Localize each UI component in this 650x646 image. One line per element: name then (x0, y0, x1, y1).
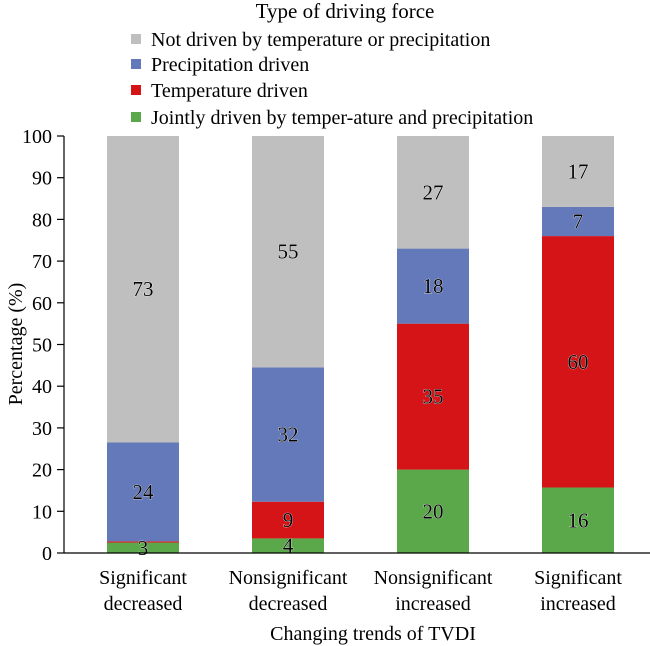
x-category-label: Nonsignificant (229, 567, 348, 589)
data-label: 17 (568, 159, 589, 183)
legend: Not driven by temperature or precipitati… (131, 29, 533, 129)
x-category-label: decreased (104, 593, 183, 615)
bar-segment (107, 136, 179, 443)
bar-segment (542, 487, 614, 553)
bar-segment (252, 538, 324, 553)
legend-title: Type of driving force (256, 0, 435, 23)
bar-segment (397, 136, 469, 249)
y-tick-label: 50 (32, 335, 52, 357)
y-ticks: 0 10 20 30 40 50 60 70 80 90 100 (22, 126, 64, 565)
legend-item: Temperature driven (131, 80, 308, 102)
y-tick-label: 100 (22, 126, 52, 148)
data-label: 24 (133, 480, 155, 504)
bar-stack: 49 32 55 (252, 136, 324, 558)
legend-swatch (131, 34, 141, 44)
x-category-label: Significant (534, 567, 622, 589)
bar-segment (542, 136, 614, 207)
x-category-label: Significant (99, 567, 187, 589)
bar-segment (397, 469, 469, 553)
y-tick-label: 60 (32, 293, 52, 315)
y-tick-label: 70 (32, 251, 52, 273)
bar-segment (107, 541, 179, 543)
legend-item: Not driven by temperature or precipitati… (131, 29, 490, 51)
bar-segment (252, 367, 324, 502)
bar-stack: 16 60 7 17 (542, 136, 614, 553)
bars: 3 24 73 49 32 55 20 35 18 27 16 60 7 17 (107, 136, 614, 560)
bar-segment (252, 501, 324, 539)
legend-item: Precipitation driven (131, 54, 309, 76)
y-tick-label: 80 (32, 209, 52, 231)
data-label: 60 (568, 350, 589, 374)
bar-segment (542, 206, 614, 237)
data-label: 18 (423, 274, 444, 298)
legend-swatch (131, 85, 141, 95)
data-label: 32 (278, 423, 299, 447)
data-label: 20 (423, 499, 444, 523)
x-category-label: Nonsignificant (374, 567, 493, 589)
bar-segment (252, 136, 324, 368)
x-category-label: decreased (249, 593, 328, 615)
legend-swatch (131, 112, 141, 122)
x-category-label: increased (540, 593, 616, 615)
data-label: 73 (133, 277, 154, 301)
legend-swatch (131, 59, 141, 69)
bar-segment (397, 248, 469, 324)
bar-segment (397, 323, 469, 470)
data-label: 9 (283, 508, 294, 532)
data-label: 35 (423, 385, 444, 409)
bar-stack: 3 24 73 (107, 136, 179, 560)
legend-label: Not driven by temperature or precipitati… (151, 29, 490, 51)
legend-label: Jointly driven by temper-ature and preci… (151, 107, 533, 129)
y-tick-label: 90 (32, 168, 52, 190)
data-label: 16 (568, 508, 589, 532)
y-tick-label: 30 (32, 418, 52, 440)
data-label: 4 (283, 534, 294, 558)
x-category-label: increased (395, 593, 471, 615)
bar-segment (107, 442, 179, 542)
legend-label: Precipitation driven (151, 54, 309, 76)
y-tick-label: 20 (32, 460, 52, 482)
data-label: 3 (138, 536, 149, 560)
legend-item: Jointly driven by temper-ature and preci… (131, 107, 533, 129)
y-axis-title: Percentage (%) (5, 283, 27, 406)
bar-stack: 20 35 18 27 (397, 136, 469, 553)
data-label: 27 (423, 180, 444, 204)
bar-segment (107, 542, 179, 553)
bar-segment (542, 236, 614, 488)
y-tick-label: 0 (42, 543, 52, 565)
y-tick-label: 40 (32, 376, 52, 398)
data-label: 7 (573, 209, 584, 233)
data-label: 55 (278, 240, 299, 264)
legend-label: Temperature driven (151, 80, 308, 102)
x-category-labels: Significant decreased Nonsignificant decrea… (99, 567, 622, 615)
x-axis-title: Changing trends of TVDI (270, 623, 476, 645)
y-tick-label: 10 (32, 501, 52, 523)
